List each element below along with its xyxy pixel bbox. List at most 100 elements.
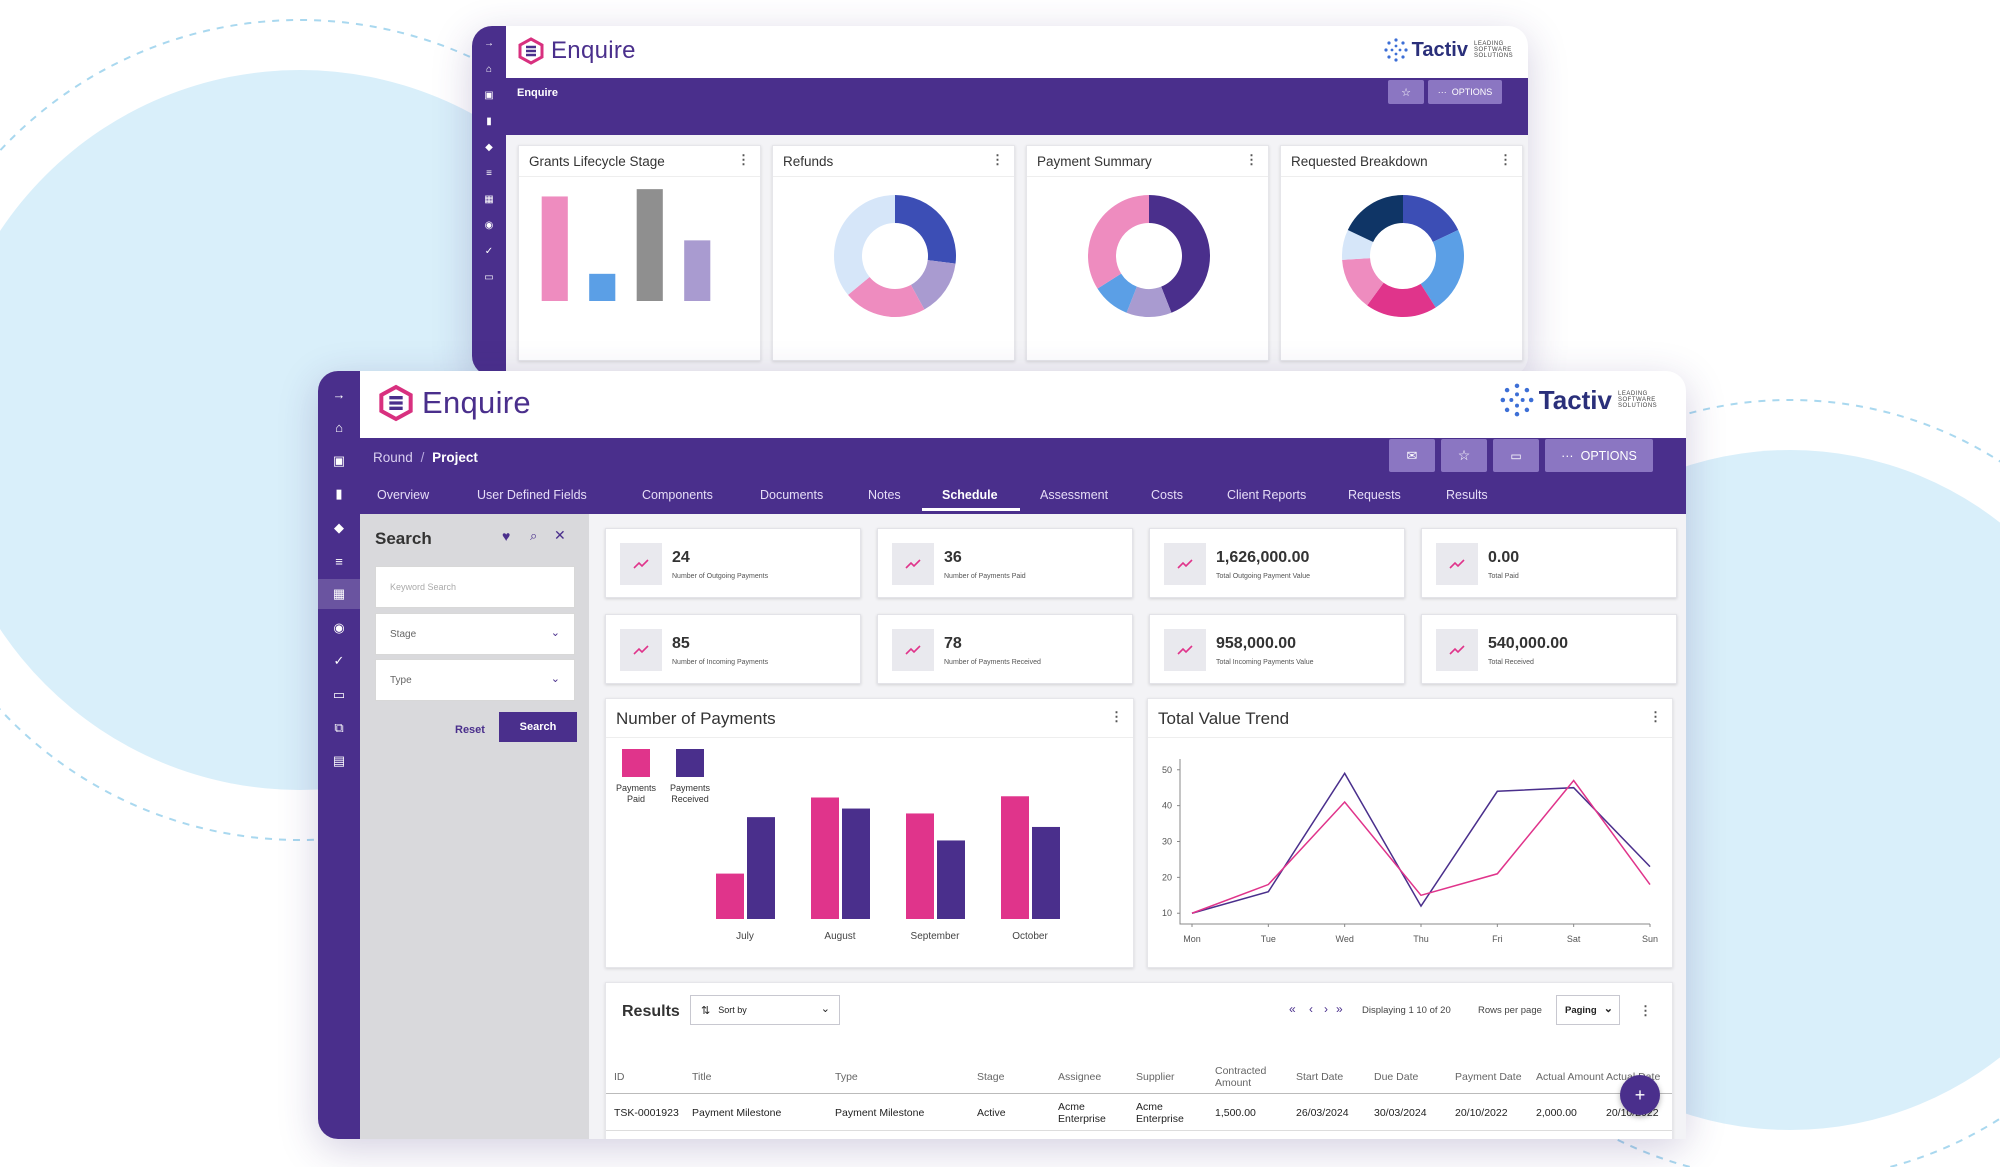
list-icon[interactable]: ≡ xyxy=(486,167,492,179)
document-icon[interactable]: ▤ xyxy=(332,753,346,769)
donut-slice xyxy=(1403,195,1459,242)
breadcrumb: Enquire xyxy=(517,87,558,99)
search-icon[interactable]: ⌕ xyxy=(530,528,538,543)
card-icon[interactable]: ▭ xyxy=(484,271,494,283)
plus-icon: + xyxy=(1634,1084,1646,1105)
reset-button[interactable]: Reset xyxy=(455,724,485,736)
partner-tagline: LEADING SOFTWARE SOLUTIONS xyxy=(1618,391,1658,409)
options-button[interactable]: ··· OPTIONS xyxy=(1428,80,1502,104)
column-header[interactable]: Due Date xyxy=(1374,1071,1419,1083)
bar xyxy=(906,813,934,919)
layers-icon[interactable]: ◆ xyxy=(485,141,493,153)
series-line xyxy=(1191,771,1651,914)
search-doc-icon[interactable]: ◉ xyxy=(484,219,494,231)
heart-icon[interactable]: ♥ xyxy=(502,528,511,544)
tab-notes[interactable]: Notes xyxy=(868,488,901,502)
favorite-button[interactable]: ☆ xyxy=(1388,80,1424,104)
kebab-menu-icon[interactable]: ⋮ xyxy=(1649,709,1662,724)
check-icon[interactable]: ✓ xyxy=(333,653,345,669)
column-header[interactable]: ID xyxy=(614,1071,625,1083)
column-header[interactable]: Payment Date xyxy=(1455,1071,1522,1083)
kebab-menu-icon[interactable]: ⋮ xyxy=(1110,709,1123,724)
back-nav-rail: → ⌂ ▣ ▮ ◆ ≡ ▦ ◉ ✓ ▭ xyxy=(472,26,506,376)
column-header[interactable]: Stage xyxy=(977,1071,1005,1083)
donut-slice xyxy=(895,195,956,264)
bar xyxy=(842,808,870,919)
x-tick-label: Sun xyxy=(1642,934,1658,944)
tab-requests[interactable]: Requests xyxy=(1348,488,1401,502)
column-header[interactable]: Type xyxy=(835,1071,858,1083)
tab-schedule[interactable]: Schedule xyxy=(942,488,998,502)
next-page-icon[interactable]: › xyxy=(1324,1002,1328,1016)
bookmark-icon[interactable]: ▮ xyxy=(486,115,492,127)
comment-button[interactable]: ▭ xyxy=(1493,439,1539,472)
prev-page-icon[interactable]: ‹ xyxy=(1309,1002,1313,1016)
kebab-menu-icon[interactable]: ⋮ xyxy=(991,152,1004,167)
tab-client-reports[interactable]: Client Reports xyxy=(1227,488,1307,502)
bar xyxy=(937,840,965,919)
kebab-menu-icon[interactable]: ⋮ xyxy=(1639,1003,1652,1018)
search-panel: Search ♥ ⌕ ✕ Keyword Search Stage ⌄ Type… xyxy=(360,514,589,1139)
mail-button[interactable]: ✉ xyxy=(1389,439,1435,472)
enquire-logo-icon xyxy=(518,37,544,65)
axes xyxy=(1179,759,1650,925)
home-icon[interactable]: ⌂ xyxy=(485,63,493,75)
layers-icon[interactable]: ◆ xyxy=(334,519,344,535)
tab-assessment[interactable]: Assessment xyxy=(1040,488,1109,502)
sort-select[interactable]: ⇅ Sort by ⌄ xyxy=(690,995,840,1025)
tab-costs[interactable]: Costs xyxy=(1151,488,1183,502)
column-header[interactable]: Title xyxy=(692,1071,712,1083)
total-value-trend-card: Total Value Trend ⋮ 10 20 30 40 50 Mon Tue Wed T… xyxy=(1147,698,1673,968)
check-icon[interactable]: ✓ xyxy=(484,245,494,257)
add-button[interactable]: + xyxy=(1620,1075,1660,1115)
contact-card-icon[interactable]: ▣ xyxy=(332,452,346,468)
payment-summary-donut-chart xyxy=(1088,195,1210,317)
first-page-icon[interactable]: « xyxy=(1289,1002,1296,1016)
favorite-button[interactable]: ☆ xyxy=(1441,439,1487,472)
tab-components[interactable]: Components xyxy=(642,488,713,502)
kebab-menu-icon[interactable]: ⋮ xyxy=(737,152,750,167)
column-header[interactable]: Start Date xyxy=(1296,1071,1344,1083)
search-doc-icon[interactable]: ◉ xyxy=(333,619,345,635)
column-header[interactable]: Contracted Amount xyxy=(1215,1065,1267,1089)
options-button[interactable]: ··· OPTIONS xyxy=(1545,439,1653,472)
close-icon[interactable]: ✕ xyxy=(554,527,566,543)
kpi-label: Total Paid xyxy=(1488,573,1519,580)
kebab-menu-icon[interactable]: ⋮ xyxy=(1499,152,1512,167)
arrow-right-icon[interactable]: → xyxy=(484,37,494,49)
home-icon[interactable]: ⌂ xyxy=(335,419,343,435)
breadcrumb-parent[interactable]: Round xyxy=(373,450,413,465)
stage-label: Stage xyxy=(390,628,417,640)
last-page-icon[interactable]: » xyxy=(1336,1002,1343,1016)
donut-slice xyxy=(1342,230,1374,260)
paging-select[interactable]: Paging ⌄ xyxy=(1556,995,1620,1025)
column-header[interactable]: Supplier xyxy=(1136,1071,1175,1083)
grants-bar-chart xyxy=(541,189,711,301)
copy-icon[interactable]: ⧉ xyxy=(334,720,344,735)
grid-icon[interactable]: ▦ xyxy=(484,193,494,205)
keyword-search-input[interactable]: Keyword Search xyxy=(375,566,575,608)
tactiv-dots-icon xyxy=(1500,383,1534,417)
list-icon[interactable]: ≡ xyxy=(335,553,343,569)
search-button[interactable]: Search xyxy=(499,712,577,742)
type-select[interactable]: Type ⌄ xyxy=(375,659,575,701)
bar xyxy=(636,189,663,301)
donut-slice xyxy=(847,277,925,317)
tab-documents[interactable]: Documents xyxy=(760,488,824,502)
arrow-right-icon[interactable]: → xyxy=(332,386,346,402)
kpi-value: 958,000.00 xyxy=(1216,635,1297,652)
kebab-menu-icon[interactable]: ⋮ xyxy=(1245,152,1258,167)
grid-icon[interactable]: ▦ xyxy=(318,579,360,610)
tab-results[interactable]: Results xyxy=(1446,488,1488,502)
tab-user-defined-fields[interactable]: User Defined Fields xyxy=(477,488,587,502)
stage-select[interactable]: Stage ⌄ xyxy=(375,613,575,655)
card-icon[interactable]: ▭ xyxy=(332,686,346,702)
contact-card-icon[interactable]: ▣ xyxy=(484,89,494,101)
bookmark-icon[interactable]: ▮ xyxy=(335,486,343,502)
tab-overview[interactable]: Overview xyxy=(377,488,430,502)
column-header[interactable]: Actual Amount xyxy=(1536,1071,1604,1083)
column-header[interactable]: Assignee xyxy=(1058,1071,1102,1083)
more-icon: ··· xyxy=(1437,87,1447,97)
kpi-value: 24 xyxy=(672,549,690,566)
requested-breakdown-donut-chart xyxy=(1342,195,1464,317)
